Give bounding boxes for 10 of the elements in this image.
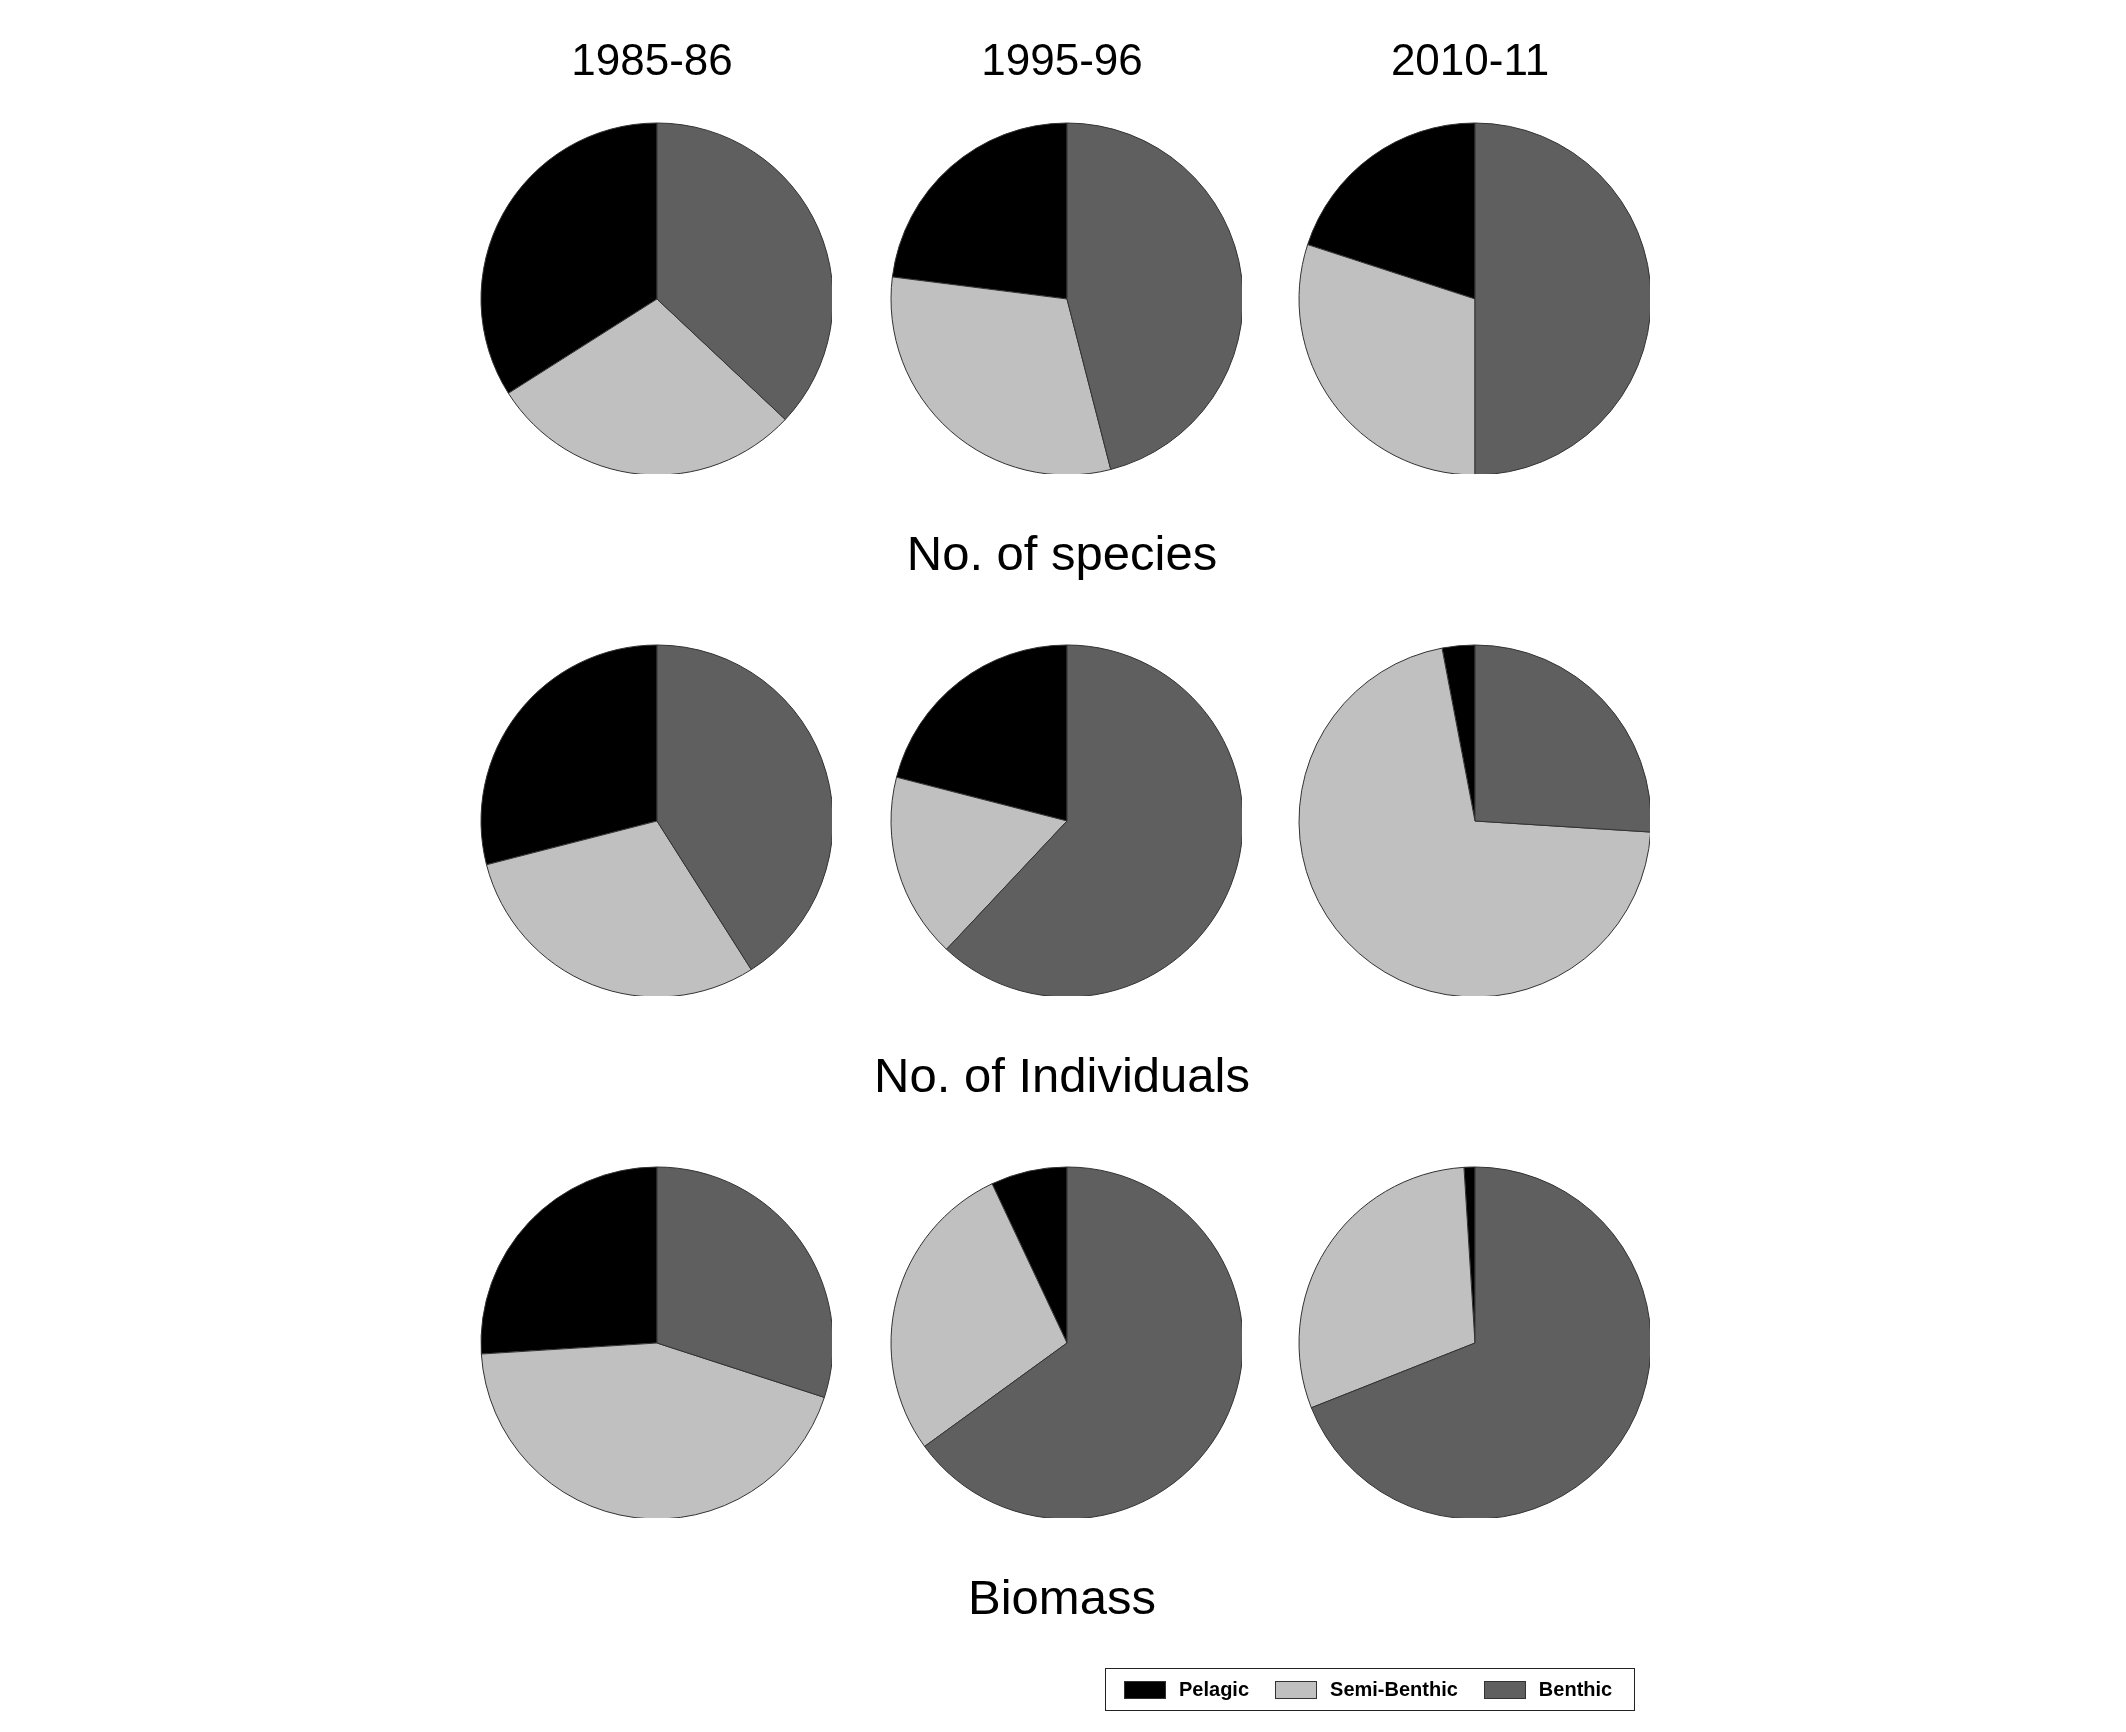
text: No. of species [905, 525, 1219, 581]
text: No. of Individuals [873, 1047, 1251, 1103]
legend-label: Pelagic [1179, 1678, 1250, 1701]
chart-title: 2010-11 [1389, 34, 1551, 86]
text: Biomass [967, 1569, 1157, 1625]
chart-title: 1985-86 [570, 34, 734, 86]
pie-slice [1298, 647, 1650, 996]
chart-title: 1995-96 [980, 34, 1144, 86]
legend-label: Benthic [1538, 1678, 1613, 1701]
legend-label: Semi-Benthic [1330, 1678, 1458, 1701]
